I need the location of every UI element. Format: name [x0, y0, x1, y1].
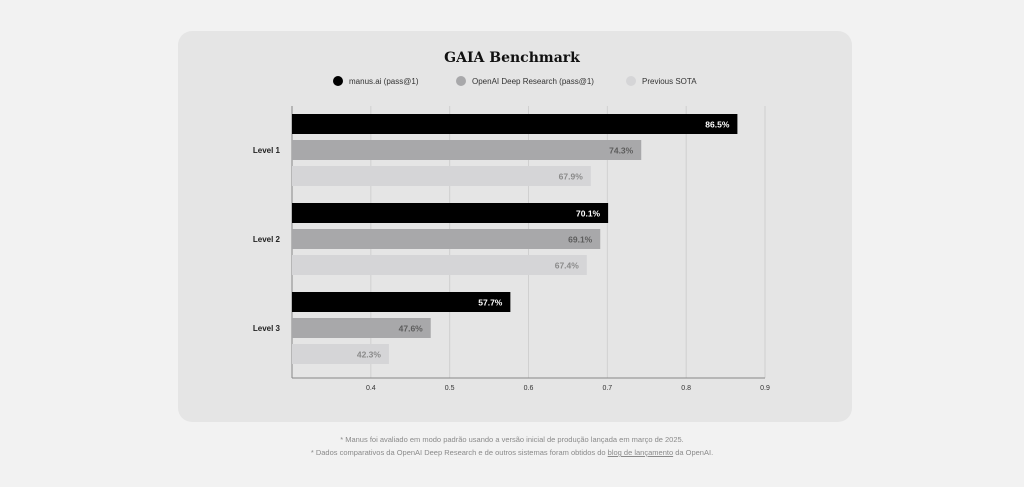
bar-value-label: 42.3%	[357, 350, 382, 360]
chart-title: GAIA Benchmark	[444, 50, 580, 66]
legend-item-openai: OpenAI Deep Research (pass@1)	[456, 76, 594, 86]
bar-value-label: 86.5%	[705, 120, 730, 130]
chart-card	[178, 31, 852, 422]
bar	[292, 344, 389, 364]
bar-value-label: 57.7%	[478, 298, 503, 308]
legend-swatch-manus	[333, 76, 343, 86]
bar	[292, 166, 591, 186]
x-tick-label: 0.8	[681, 385, 691, 392]
footnote-2-prefix: * Dados comparativos da OpenAI Deep Rese…	[310, 448, 608, 457]
bar	[292, 255, 587, 275]
bar-value-label: 69.1%	[568, 235, 593, 245]
bar	[292, 318, 431, 338]
x-tick-label: 0.9	[760, 385, 770, 392]
footnote-2-suffix: da OpenAI.	[673, 448, 714, 457]
legend: manus.ai (pass@1) OpenAI Deep Research (…	[0, 76, 1024, 90]
bar-value-label: 70.1%	[576, 209, 601, 219]
bar-value-label: 67.9%	[559, 172, 584, 182]
bar-value-label: 47.6%	[399, 324, 424, 334]
legend-swatch-sota	[626, 76, 636, 86]
legend-item-sota: Previous SOTA	[626, 76, 697, 86]
bar	[292, 140, 642, 160]
category-label: Level 3	[253, 324, 281, 333]
x-tick-label: 0.7	[602, 385, 612, 392]
category-label: Level 1	[253, 146, 281, 155]
footnote-1: * Manus foi avaliado em modo padrão usan…	[340, 435, 684, 444]
legend-label-openai: OpenAI Deep Research (pass@1)	[472, 76, 594, 86]
legend-item-manus: manus.ai (pass@1)	[333, 76, 418, 86]
x-tick-label: 0.5	[445, 385, 455, 392]
bar	[292, 203, 609, 223]
bar	[292, 229, 601, 249]
bar-value-label: 74.3%	[609, 146, 634, 156]
footnote-2: * Dados comparativos da OpenAI Deep Rese…	[0, 448, 1024, 457]
legend-label-sota: Previous SOTA	[642, 76, 697, 86]
legend-swatch-openai	[456, 76, 466, 86]
bar-value-label: 67.4%	[555, 261, 580, 271]
legend-label-manus: manus.ai (pass@1)	[349, 76, 419, 86]
bar	[292, 292, 511, 312]
category-label: Level 2	[253, 235, 281, 244]
x-tick-label: 0.4	[366, 385, 376, 392]
bar	[292, 114, 738, 134]
blog-link[interactable]: blog de lançamento	[607, 448, 674, 457]
x-tick-label: 0.6	[524, 385, 534, 392]
